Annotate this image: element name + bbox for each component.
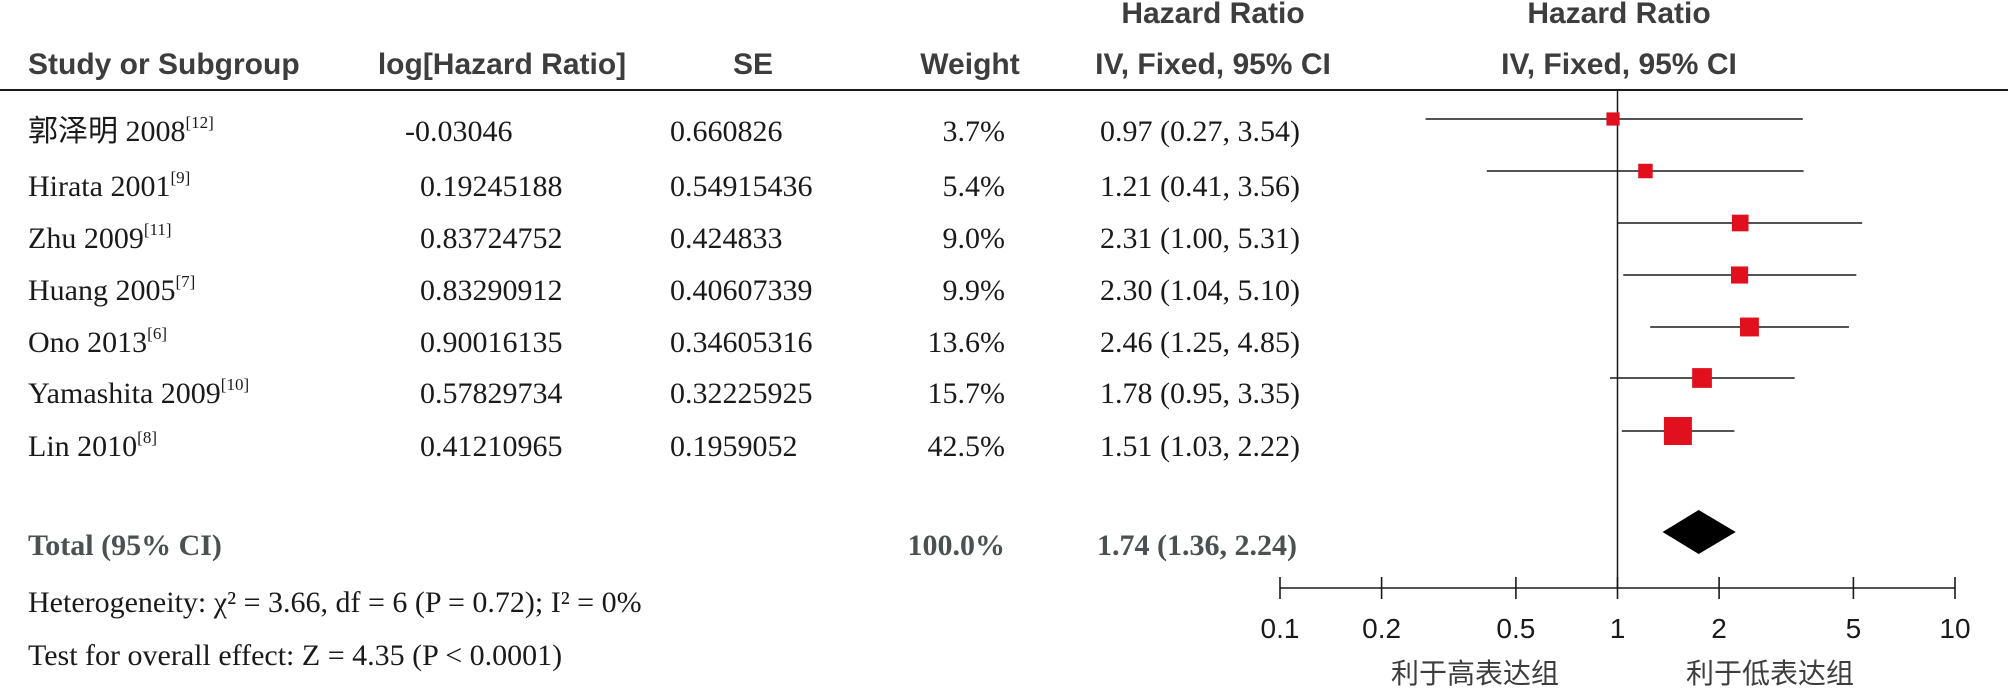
study-name: Yamashita 2009[10] [28,375,249,410]
total-hazard-ratio-ci: 1.74 (1.36, 2.24) [1097,529,1297,562]
study-rows: 郭泽明 2008[12] -0.03046 0.660826 3.7% 0.97… [28,113,1300,463]
weight: 9.9% [943,274,1006,307]
weight: 5.4% [943,170,1006,203]
x-tick-label: 5 [1846,613,1862,644]
favours-high-expression-label: 利于高表达组 [1391,657,1559,689]
effect-marker [1740,317,1759,337]
x-tick-label: 0.1 [1261,613,1300,644]
forest-plot: 0.1 0.2 0.5 1 2 5 10 [1261,90,1971,644]
hr-column-title: Hazard Ratio [1121,0,1304,30]
weight: 42.5% [928,430,1006,463]
log-hazard-ratio: -0.03046 [405,115,513,148]
standard-error: 0.1959052 [670,430,798,463]
weight: 15.7% [928,377,1006,410]
effect-marker [1663,417,1692,445]
study-name: Lin 2010[8] [28,428,157,463]
table-row: Yamashita 2009[10] 0.57829734 0.32225925… [28,375,1300,410]
total-row: Total (95% CI) 100.0% 1.74 (1.36, 2.24) [28,529,1297,562]
weight-column-header: Weight [920,48,1019,81]
log-hazard-ratio: 0.57829734 [420,377,563,410]
total-label: Total (95% CI) [28,529,222,562]
effect-marker [1606,112,1620,126]
study-name: Zhu 2009[11] [28,220,172,255]
table-row: Lin 2010[8] 0.41210965 0.1959052 42.5% 1… [28,428,1300,463]
overall-effect-text: Test for overall effect: Z = 4.35 (P < 0… [28,639,562,672]
pooled-effect-diamond [1662,510,1736,554]
x-tick-label: 1 [1610,613,1626,644]
x-tick-label: 2 [1711,613,1727,644]
hazard-ratio-ci: 0.97 (0.27, 3.54) [1100,115,1300,148]
heterogeneity-text: Heterogeneity: χ² = 3.66, df = 6 (P = 0.… [28,586,642,619]
effect-marker [1731,214,1749,232]
plot-column-title: Hazard Ratio [1527,0,1710,30]
standard-error: 0.424833 [670,222,783,255]
log-hazard-ratio: 0.19245188 [420,170,563,203]
weight: 3.7% [943,115,1006,148]
log-hazard-ratio: 0.83724752 [420,222,563,255]
effect-marker [1731,266,1749,284]
standard-error: 0.40607339 [670,274,813,307]
log-hazard-ratio: 0.83290912 [420,274,563,307]
log-hazard-ratio: 0.90016135 [420,326,563,359]
weight: 13.6% [928,326,1006,359]
study-name: 郭泽明 2008[12] [28,113,214,148]
table-row: 郭泽明 2008[12] -0.03046 0.660826 3.7% 0.97… [28,113,1300,148]
x-tick-label: 0.5 [1496,613,1535,644]
hazard-ratio-ci: 1.78 (0.95, 3.35) [1100,377,1300,410]
table-row: Ono 2013[6] 0.90016135 0.34605316 13.6% … [28,324,1300,359]
table-row: Zhu 2009[11] 0.83724752 0.424833 9.0% 2.… [28,220,1300,255]
hr-method-header: IV, Fixed, 95% CI [1095,48,1331,81]
study-name: Hirata 2001[9] [28,168,190,203]
standard-error: 0.660826 [670,115,783,148]
hazard-ratio-ci: 2.46 (1.25, 4.85) [1100,326,1300,359]
table-row: Hirata 2001[9] 0.19245188 0.54915436 5.4… [28,168,1300,203]
x-tick-label: 0.2 [1362,613,1401,644]
effect-marker [1692,368,1712,388]
hazard-ratio-ci: 2.31 (1.00, 5.31) [1100,222,1300,255]
hazard-ratio-ci: 2.30 (1.04, 5.10) [1100,274,1300,307]
table-header: Hazard Ratio Hazard Ratio Study or Subgr… [28,0,1737,81]
hazard-ratio-ci: 1.21 (0.41, 3.56) [1100,170,1300,203]
effect-marker [1638,163,1653,179]
study-name: Huang 2005[7] [28,272,195,307]
plot-method-header: IV, Fixed, 95% CI [1501,48,1737,81]
standard-error: 0.54915436 [670,170,813,203]
table-row: Huang 2005[7] 0.83290912 0.40607339 9.9%… [28,272,1300,307]
loghr-column-header: log[Hazard Ratio] [378,48,626,81]
log-hazard-ratio: 0.41210965 [420,430,563,463]
standard-error: 0.32225925 [670,377,813,410]
study-column-header: Study or Subgroup [28,48,300,81]
hazard-ratio-ci: 1.51 (1.03, 2.22) [1100,430,1300,463]
total-weight: 100.0% [908,529,1006,562]
standard-error: 0.34605316 [670,326,813,359]
se-column-header: SE [733,48,773,81]
weight: 9.0% [943,222,1006,255]
study-name: Ono 2013[6] [28,324,167,359]
favours-low-expression-label: 利于低表达组 [1686,657,1854,689]
x-tick-label: 10 [1939,613,1970,644]
